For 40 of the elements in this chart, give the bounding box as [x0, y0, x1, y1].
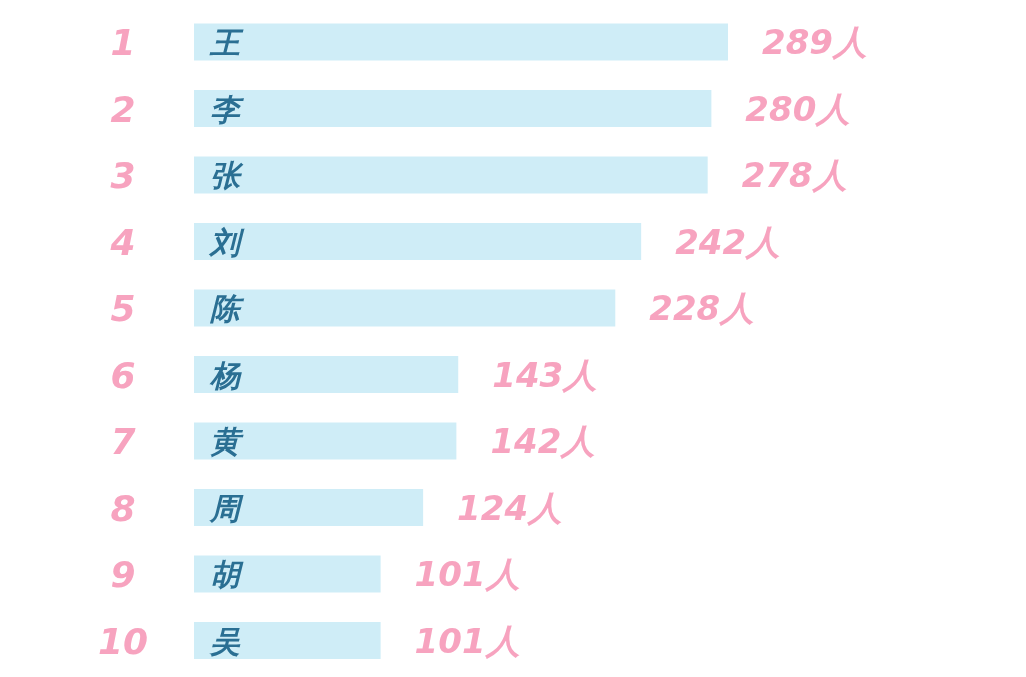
- data-label: 278人: [741, 155, 847, 195]
- bar: [194, 90, 712, 127]
- data-label: 101人: [414, 554, 520, 594]
- data-label: 143人: [492, 354, 598, 395]
- bar: [194, 422, 457, 460]
- bar: [194, 555, 381, 593]
- bar: [194, 156, 708, 194]
- bar: [194, 356, 459, 393]
- bar: [194, 23, 728, 61]
- bar: [194, 289, 616, 327]
- data-label: 142人: [490, 421, 596, 461]
- data-label: 289人: [762, 22, 867, 62]
- data-label: 280人: [745, 88, 851, 129]
- y-tick-label: 吴: [209, 623, 241, 659]
- text: 7: [110, 421, 136, 462]
- data-label: 101人: [414, 620, 520, 661]
- text: 2: [110, 88, 136, 130]
- y-tick-label: 刘: [208, 224, 245, 260]
- data-label: 228人: [649, 288, 755, 328]
- text: 3: [110, 155, 136, 196]
- bar: [194, 223, 642, 260]
- text: 6: [110, 354, 136, 396]
- y-tick-label: 黄: [210, 424, 244, 459]
- y-tick-label: 张: [210, 158, 244, 193]
- text: 8: [110, 487, 136, 529]
- text: 4: [109, 221, 136, 263]
- text: 10: [97, 620, 149, 662]
- text: 1: [110, 22, 136, 63]
- data-label: 124人: [457, 487, 563, 528]
- y-tick-label: 杨: [209, 357, 242, 393]
- y-tick-label: 胡: [210, 557, 244, 592]
- text: 9: [110, 554, 136, 595]
- y-tick-label: 陈: [209, 291, 245, 326]
- y-tick-label: 王: [209, 25, 244, 60]
- y-tick-label: 周: [209, 490, 244, 526]
- text: 5: [110, 288, 136, 329]
- data-label: 242人: [675, 221, 781, 262]
- bar: [194, 489, 424, 526]
- y-tick-label: 李: [210, 91, 245, 127]
- bar: [194, 622, 381, 659]
